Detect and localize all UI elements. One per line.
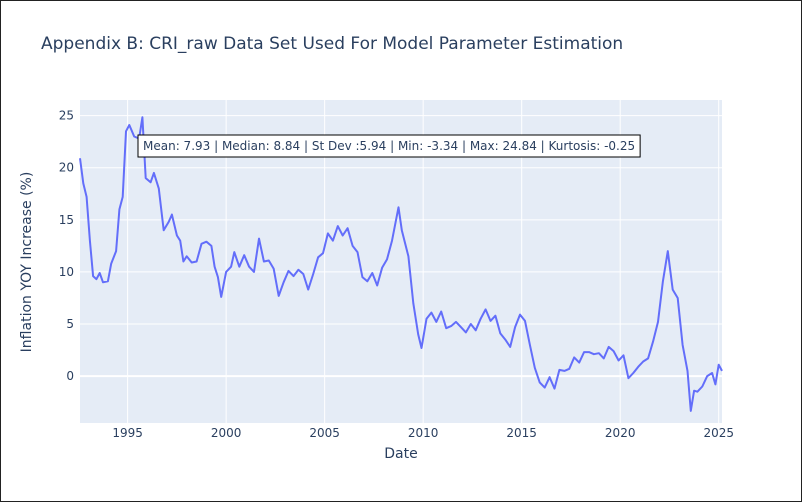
x-axis-label: Date xyxy=(384,446,418,462)
y-tick-label: 25 xyxy=(59,109,74,123)
series-line xyxy=(79,116,723,412)
y-tick-label: 15 xyxy=(59,213,74,227)
y-tick-label: 10 xyxy=(59,265,74,279)
x-tick-label: 1995 xyxy=(112,426,143,440)
y-axis-ticks: 0 5 10 15 20 25 xyxy=(59,109,74,383)
x-tick-label: 2025 xyxy=(703,426,734,440)
y-tick-label: 20 xyxy=(59,161,74,175)
x-tick-label: 2010 xyxy=(408,426,439,440)
stats-annotation-text: Mean: 7.93 | Median: 8.84 | St Dev :5.94… xyxy=(143,139,635,153)
x-tick-label: 2005 xyxy=(309,426,340,440)
x-tick-label: 2020 xyxy=(605,426,636,440)
y-tick-label: 0 xyxy=(66,369,74,383)
x-axis-ticks: 1995 2000 2005 2010 2015 2020 2025 xyxy=(112,426,734,440)
stats-annotation-box xyxy=(137,134,641,158)
chart-title: Appendix B: CRI_raw Data Set Used For Mo… xyxy=(41,34,624,54)
x-tick-label: 2015 xyxy=(506,426,537,440)
y-tick-label: 5 xyxy=(66,317,74,331)
stats-annotation: Mean: 7.93 | Median: 8.84 | St Dev :5.94… xyxy=(137,134,641,158)
x-tick-label: 2000 xyxy=(211,426,242,440)
